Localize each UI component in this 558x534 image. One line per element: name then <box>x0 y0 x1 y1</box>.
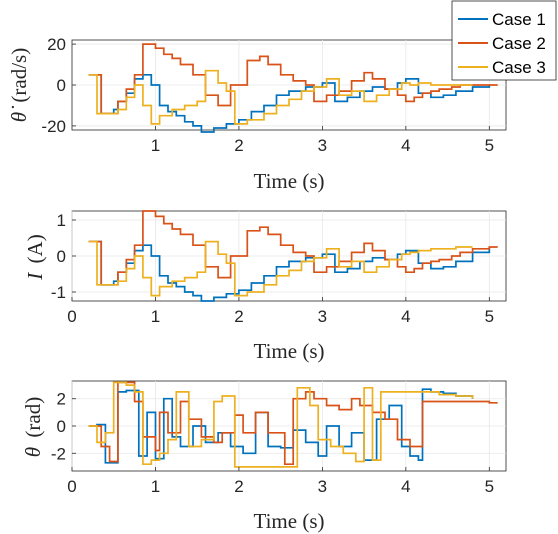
x-tick-label-omega: 5 <box>485 136 494 155</box>
y-ticks-omega: 20 0 -20 <box>41 35 76 136</box>
x-ticks-theta: 0 1 2 3 4 5 <box>67 467 494 496</box>
panel-omega: 1 2 3 4 5 20 0 -20 Time (s) θ̇ (rad/s) <box>7 35 507 193</box>
x-tick-label-current: 1 <box>151 307 160 326</box>
y-tick-label-theta: -2 <box>51 444 66 463</box>
series-case1-current <box>88 240 491 302</box>
x-axis-label-current: Time (s) <box>254 339 325 363</box>
x-axis-label-theta: Time (s) <box>254 509 325 533</box>
legend-entry-case1: Case 1 <box>458 10 546 29</box>
y-ticks-theta: 2 0 -2 <box>51 390 76 463</box>
legend-label-case2: Case 2 <box>492 34 546 53</box>
y-ticks-current: 1 0 -1 <box>51 211 76 302</box>
y-tick-label-theta: 0 <box>57 417 66 436</box>
traces-current <box>88 210 498 302</box>
y-tick-label-current: 1 <box>57 211 66 230</box>
y-axis-label-current: I (A) <box>23 234 47 280</box>
y-axis-label-theta: θ (rad) <box>21 397 45 457</box>
y-axis-symbol-theta: θ <box>21 447 45 457</box>
y-axis-unit-current: (A) <box>23 234 47 263</box>
series-case1-theta <box>88 388 474 464</box>
y-axis-symbol-omega: θ̇ <box>7 106 31 122</box>
legend-entry-case3: Case 3 <box>458 58 546 77</box>
y-tick-label-theta: 2 <box>57 390 66 409</box>
series-case2-omega <box>88 43 498 115</box>
x-tick-label-theta: 4 <box>401 477 410 496</box>
x-tick-label-omega: 1 <box>151 136 160 155</box>
x-tick-label-current: 3 <box>318 307 327 326</box>
x-tick-label-omega: 3 <box>318 136 327 155</box>
grid-current <box>71 211 506 301</box>
series-case2-current <box>88 210 498 286</box>
x-axis-label-omega: Time (s) <box>254 169 325 193</box>
y-tick-label-omega: -20 <box>41 117 66 136</box>
legend-label-case1: Case 1 <box>492 10 546 29</box>
x-tick-label-theta: 0 <box>67 477 76 496</box>
y-tick-label-current: -1 <box>51 283 66 302</box>
y-axis-unit-omega: (rad/s) <box>7 48 31 103</box>
series-case3-omega <box>88 69 473 125</box>
series-case3-theta <box>88 381 474 468</box>
x-ticks-omega: 1 2 3 4 5 <box>151 126 494 155</box>
y-axis-label-omega: θ̇ (rad/s) <box>7 48 31 122</box>
x-tick-label-omega: 2 <box>234 136 243 155</box>
x-tick-label-current: 0 <box>67 307 76 326</box>
x-tick-label-theta: 3 <box>318 477 327 496</box>
svg-text:I (A): I (A) <box>23 234 47 280</box>
series-case1-omega <box>88 73 491 133</box>
x-tick-label-current: 5 <box>485 307 494 326</box>
y-tick-label-omega: 0 <box>57 76 66 95</box>
x-tick-label-current: 2 <box>234 307 243 326</box>
traces-theta <box>88 381 498 468</box>
y-tick-label-omega: 20 <box>47 35 66 54</box>
x-tick-label-theta: 1 <box>151 477 160 496</box>
y-axis-symbol-current: I <box>23 272 47 281</box>
series-case2-theta <box>88 381 498 466</box>
traces-omega <box>88 43 498 133</box>
series-case3-current <box>88 240 473 297</box>
svg-text:θ (rad): θ (rad) <box>21 397 45 457</box>
y-axis-unit-theta: (rad) <box>21 397 45 438</box>
x-tick-label-theta: 2 <box>234 477 243 496</box>
x-tick-label-omega: 4 <box>401 136 410 155</box>
x-tick-label-theta: 5 <box>485 477 494 496</box>
legend-label-case3: Case 3 <box>492 58 546 77</box>
svg-text:θ̇ (rad/s): θ̇ (rad/s) <box>7 48 31 122</box>
legend: Case 1 Case 2 Case 3 <box>451 0 557 81</box>
x-tick-label-current: 4 <box>401 307 410 326</box>
x-ticks-current: 0 1 2 3 4 5 <box>67 297 494 326</box>
y-tick-label-current: 0 <box>57 247 66 266</box>
legend-entry-case2: Case 2 <box>458 34 546 53</box>
